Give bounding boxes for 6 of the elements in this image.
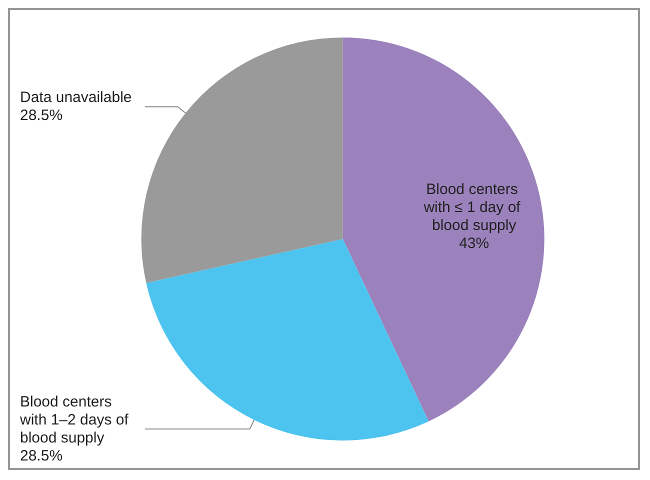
slice-label: Data unavailable <box>20 89 132 106</box>
data-label: 28.5% <box>20 107 63 124</box>
slice-label: Blood centers with ≤ 1 day of blood supply <box>422 180 524 234</box>
data-label: 43% <box>459 234 490 252</box>
slice-label: Blood centers with 1–2 days of blood supply <box>19 393 133 446</box>
data-label: 28.5% <box>20 447 63 464</box>
